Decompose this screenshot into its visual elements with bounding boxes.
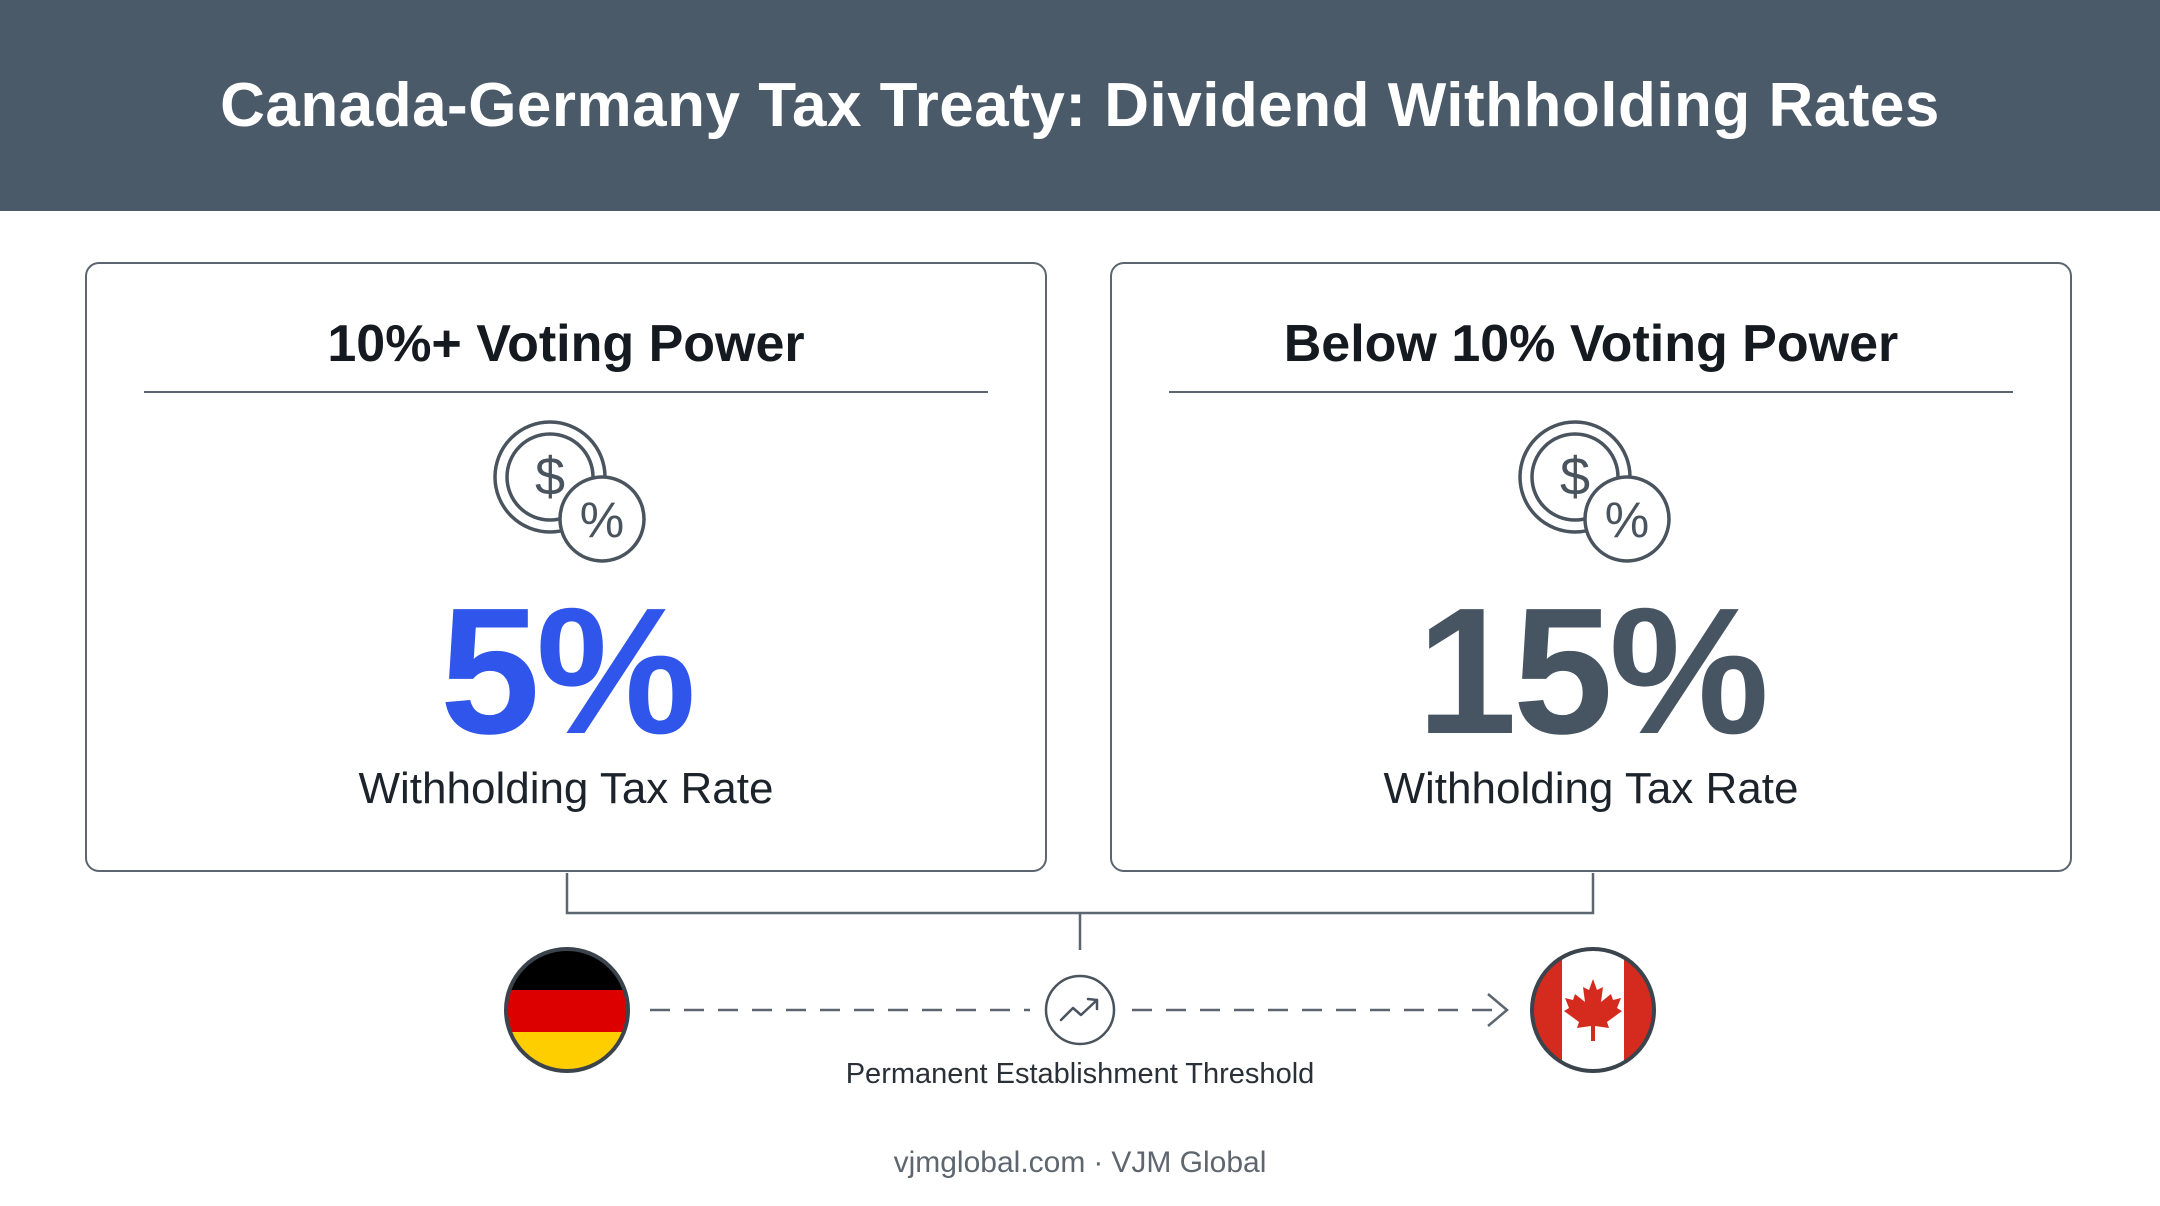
footer-credit: vjmglobal.com · VJM Global bbox=[0, 1146, 2160, 1180]
footer-separator: · bbox=[1093, 1146, 1104, 1179]
card-below-10-voting: Below 10% Voting Power $ % 15% Withholdi… bbox=[1110, 262, 2072, 872]
card-divider bbox=[1169, 391, 2013, 393]
canada-flag-icon bbox=[1530, 947, 1656, 1073]
card-10-plus-voting: 10%+ Voting Power $ % 5% Withholding Tax… bbox=[85, 262, 1047, 872]
svg-text:$: $ bbox=[1560, 447, 1590, 507]
withholding-rate-label: Withholding Tax Rate bbox=[358, 764, 774, 813]
withholding-rate-label: Withholding Tax Rate bbox=[1383, 764, 1799, 813]
card-heading: Below 10% Voting Power bbox=[1283, 315, 1899, 373]
arrow-head-icon bbox=[1487, 993, 1509, 1027]
withholding-rate-value: 15% bbox=[1416, 571, 1769, 772]
card-divider bbox=[144, 391, 988, 393]
card-heading: 10%+ Voting Power bbox=[327, 315, 805, 373]
footer-site: vjmglobal.com bbox=[893, 1146, 1086, 1179]
svg-text:$: $ bbox=[535, 447, 565, 507]
svg-text:%: % bbox=[580, 492, 624, 548]
withholding-rate-value: 5% bbox=[439, 571, 696, 772]
svg-text:%: % bbox=[1605, 492, 1649, 548]
dollar-percent-icon: $ % bbox=[1518, 420, 1671, 563]
footer-brand: VJM Global bbox=[1111, 1146, 1267, 1179]
threshold-label: Permanent Establishment Threshold bbox=[845, 1058, 1315, 1090]
trend-up-icon bbox=[1044, 974, 1116, 1046]
germany-flag-icon bbox=[504, 947, 630, 1073]
header-banner: Canada-Germany Tax Treaty: Dividend With… bbox=[0, 0, 2160, 211]
page-title: Canada-Germany Tax Treaty: Dividend With… bbox=[220, 71, 1940, 140]
dollar-percent-icon: $ % bbox=[493, 420, 646, 563]
